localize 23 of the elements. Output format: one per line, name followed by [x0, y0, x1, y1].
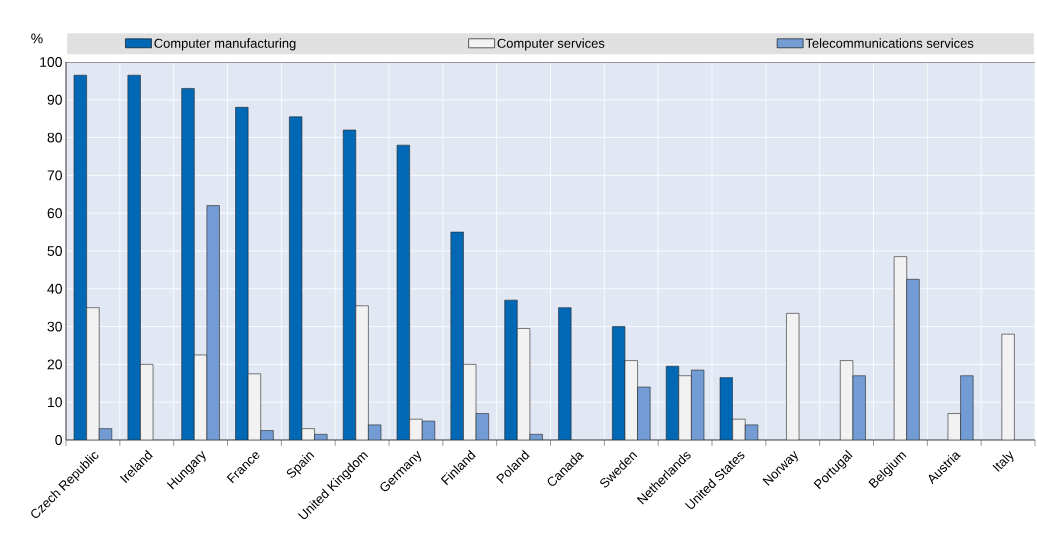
y-tick-label: 0 — [55, 435, 62, 445]
y-tick-label: 20 — [47, 359, 62, 370]
bar — [906, 279, 920, 440]
y-tick-label: 60 — [47, 208, 62, 219]
y-tick-label: 30 — [47, 321, 62, 332]
y-axis-title: % — [31, 33, 43, 44]
bar — [786, 313, 800, 440]
legend-label: Telecommunications services — [805, 38, 974, 48]
y-tick-label: 50 — [47, 246, 62, 256]
bar — [181, 88, 195, 440]
y-tick-label: 10 — [48, 397, 62, 408]
legend-label: Computer services — [497, 38, 605, 51]
bar — [1001, 333, 1015, 440]
legend-label: Computer manufacturing — [154, 38, 296, 51]
bar — [960, 375, 974, 440]
y-tick-label: 40 — [47, 283, 62, 294]
y-tick-label: 80 — [47, 132, 62, 143]
x-tick-label: Italy — [992, 451, 1014, 472]
y-tick-label: 70 — [47, 170, 62, 181]
y-tick-label: 100 — [40, 57, 62, 67]
bar — [504, 299, 518, 440]
bar — [637, 386, 651, 440]
y-tick-label: 90 — [47, 94, 62, 105]
